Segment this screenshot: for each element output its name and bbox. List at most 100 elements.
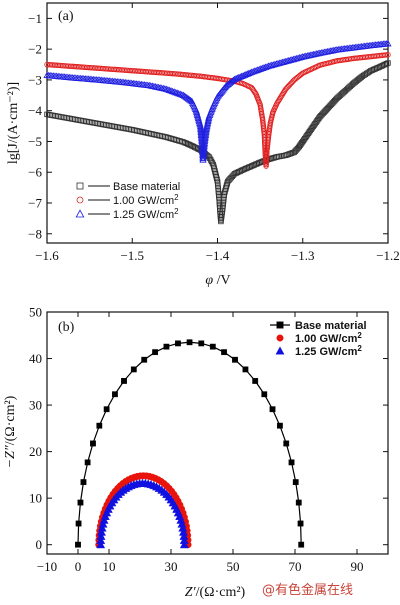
data-point xyxy=(167,87,175,94)
data-point xyxy=(361,72,367,79)
series-square xyxy=(75,339,305,548)
data-point xyxy=(274,100,280,106)
data-point xyxy=(269,406,276,413)
data-point xyxy=(84,459,91,466)
data-point xyxy=(184,95,192,102)
data-point xyxy=(292,479,299,486)
data-point xyxy=(173,89,181,96)
data-point xyxy=(312,120,318,127)
data-point xyxy=(75,541,81,548)
series-triangle xyxy=(43,39,392,163)
data-point xyxy=(305,130,312,136)
y-tick-label: −7 xyxy=(28,196,42,211)
data-point xyxy=(201,133,209,140)
series-triangle xyxy=(96,478,189,549)
data-point xyxy=(362,71,368,78)
data-point xyxy=(301,136,308,142)
data-point xyxy=(201,136,209,143)
data-point xyxy=(175,89,183,97)
legend-marker xyxy=(276,334,284,342)
data-point xyxy=(198,340,205,347)
data-point xyxy=(221,349,227,356)
data-point xyxy=(96,535,106,545)
data-point xyxy=(295,499,302,506)
data-point xyxy=(204,119,212,126)
data-point xyxy=(186,339,193,346)
data-point xyxy=(306,129,313,135)
data-point xyxy=(281,89,287,95)
panel-a-corrosion-plot: (a) −1.6 −1.5 −1.4 −1.3 −1.2−8−7−6−5−4−3−2−1… xyxy=(6,2,400,288)
panel-b-label: (b) xyxy=(58,320,75,335)
panel-a-xlabel-unit: /V xyxy=(213,273,231,288)
data-point xyxy=(112,391,118,398)
y-tick-label: 20 xyxy=(29,444,42,459)
panel-b-series xyxy=(75,339,305,549)
data-point xyxy=(181,92,189,99)
x-tick-label: −1.4 xyxy=(206,248,230,263)
panel-b-ticks: −10 0 10 30 50 70 90 0 10 20 30 40 50 xyxy=(29,305,388,574)
data-point xyxy=(308,126,314,132)
panel-b-xlabel-unit: /(Ω·cm²) xyxy=(196,585,246,600)
x-tick-label: 10 xyxy=(103,559,116,574)
data-point xyxy=(163,343,170,350)
data-point xyxy=(311,122,317,128)
data-point xyxy=(277,94,284,101)
data-point xyxy=(315,116,321,123)
x-tick-label: −1.2 xyxy=(376,248,400,263)
y-tick-label: −3 xyxy=(28,72,42,87)
data-point xyxy=(288,459,295,466)
legend-item: 1.25 GW/cm2 xyxy=(275,344,362,358)
data-point xyxy=(279,91,285,98)
y-tick-label: −2 xyxy=(28,42,42,57)
panel-b-ylabel-symbol: −Z″ xyxy=(3,445,18,468)
data-point xyxy=(179,540,189,549)
data-point xyxy=(203,123,211,131)
data-point xyxy=(205,114,213,122)
x-tick-label: 0 xyxy=(75,559,82,574)
data-point xyxy=(209,343,216,350)
data-point xyxy=(202,126,210,134)
data-point xyxy=(283,440,290,447)
data-point xyxy=(96,540,106,549)
data-point xyxy=(168,87,177,95)
data-point xyxy=(96,422,103,429)
series-circle xyxy=(44,51,391,169)
data-point xyxy=(314,118,320,124)
y-tick-label: −5 xyxy=(28,134,42,149)
data-point xyxy=(201,137,209,145)
legend-item: 1.25 GW/cm2 xyxy=(75,207,179,221)
data-point xyxy=(203,120,211,128)
legend-label: 1.25 GW/cm2 xyxy=(113,207,179,221)
y-tick-label: 30 xyxy=(29,398,42,413)
data-point xyxy=(298,71,305,77)
legend-marker xyxy=(276,321,284,329)
y-tick-label: 10 xyxy=(29,491,42,506)
data-point xyxy=(280,90,286,97)
data-point xyxy=(200,140,208,148)
data-point xyxy=(261,391,268,398)
data-point xyxy=(77,499,84,506)
series-line xyxy=(77,341,302,545)
data-point xyxy=(385,51,391,58)
watermark-text: @有色金属在线 xyxy=(262,582,353,598)
legend-marker xyxy=(76,182,84,190)
x-tick-label: 30 xyxy=(165,559,178,574)
data-point xyxy=(297,520,304,527)
panel-a-xlabel-symbol: φ xyxy=(205,273,213,288)
data-point xyxy=(245,69,253,77)
data-point xyxy=(232,356,238,363)
data-point xyxy=(276,422,283,429)
data-point xyxy=(202,130,210,137)
panel-b-xlabel-symbol: Z′ xyxy=(185,585,197,600)
y-tick-label: −8 xyxy=(28,226,42,241)
panel-a-label: (a) xyxy=(58,9,74,24)
data-point xyxy=(252,89,258,96)
data-point xyxy=(199,153,207,160)
data-point xyxy=(307,127,314,134)
legend-label: 1.00 GW/cm2 xyxy=(295,331,362,345)
data-point xyxy=(185,96,194,103)
data-point xyxy=(298,541,305,548)
data-point xyxy=(183,94,191,101)
data-point xyxy=(252,378,259,384)
